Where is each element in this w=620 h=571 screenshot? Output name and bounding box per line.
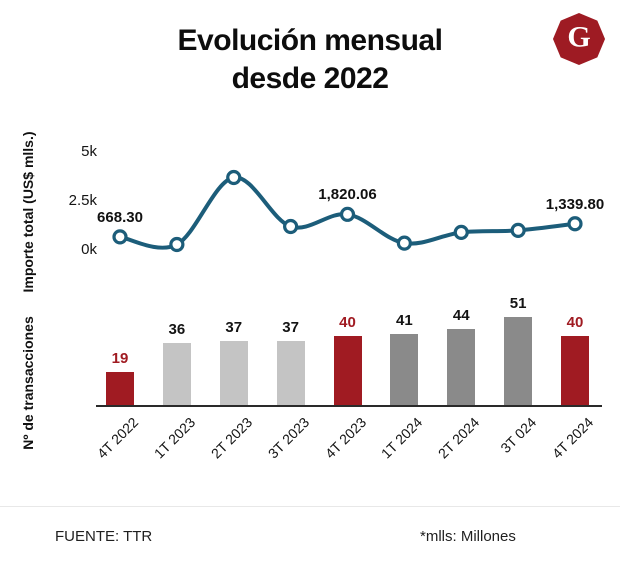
- line-value-label: 1,339.80: [545, 195, 605, 213]
- logo-diamond-icon: [552, 12, 606, 66]
- line-value-label: 1,820.06: [318, 186, 377, 204]
- bar-value-label: 40: [566, 314, 584, 332]
- y-tick-label: 5k: [81, 143, 97, 160]
- bar: [333, 336, 362, 405]
- bar: [162, 343, 191, 405]
- bar: [276, 341, 305, 405]
- bar: [106, 372, 134, 405]
- bar: [447, 329, 476, 405]
- bar-value-label: 36: [168, 321, 186, 339]
- y-tick-label: 2.5k: [68, 192, 97, 209]
- data-point-marker: [453, 224, 469, 240]
- y-tick-label: 0k: [81, 241, 97, 258]
- logo-letter: G: [567, 20, 591, 54]
- bar: [561, 336, 589, 405]
- data-point-marker: [112, 229, 128, 245]
- bar-value-label: 44: [452, 307, 470, 325]
- data-point-marker: [226, 169, 242, 186]
- bar: [390, 334, 419, 405]
- title-line-2: desde 2022: [231, 62, 389, 95]
- x-axis-line: [96, 405, 602, 407]
- data-point-marker: [567, 216, 583, 232]
- source-text: FUENTE: TTR: [55, 528, 153, 545]
- data-point-marker: [396, 235, 412, 251]
- data-point-marker: [283, 218, 299, 235]
- bar-value-label: 37: [282, 319, 299, 337]
- data-point-marker: [510, 222, 526, 238]
- brand-logo: G: [552, 12, 606, 66]
- footnote-text: *mlls: Millones: [420, 528, 516, 545]
- data-point-marker: [169, 236, 185, 253]
- footer-divider: [0, 506, 620, 507]
- line-value-label: 668.30: [97, 208, 143, 226]
- bar-value-label: 19: [111, 350, 129, 368]
- page-title: Evolución mensual desde 2022: [0, 22, 620, 98]
- bar: [219, 341, 248, 405]
- data-point-marker: [339, 206, 356, 222]
- bar: [504, 317, 533, 405]
- title-line-1: Evolución mensual: [177, 24, 443, 57]
- bar-value-label: 51: [509, 295, 527, 313]
- bar-value-label: 41: [396, 312, 413, 330]
- bar-value-label: 40: [339, 314, 356, 332]
- bar-value-label: 37: [225, 319, 243, 337]
